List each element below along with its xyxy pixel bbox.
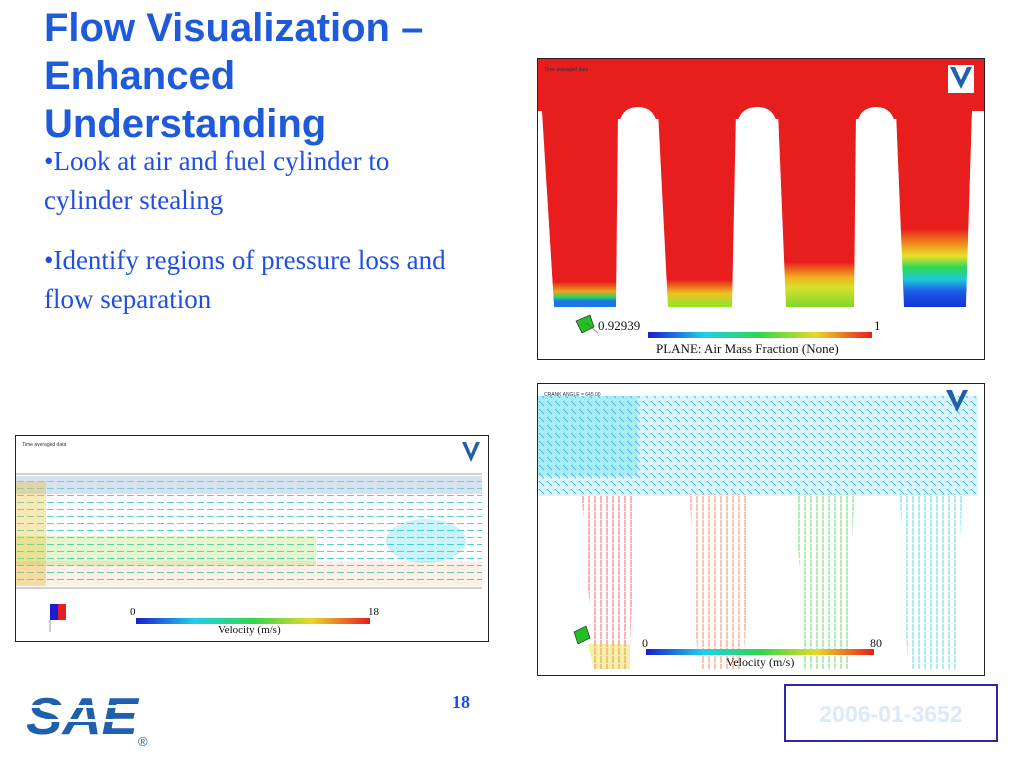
vector-logo [462, 442, 480, 462]
colorbar [136, 618, 370, 624]
colorbar-min-label: 0 [642, 636, 648, 650]
runner-4 [900, 494, 962, 669]
bullet-list: •Look at air and fuel cylinder to cylind… [44, 142, 464, 340]
vector-logo [946, 390, 968, 412]
colorbar-min-label: 0.92939 [598, 318, 641, 333]
bullet-item: •Identify regions of pressure loss and f… [44, 245, 446, 314]
axis-triad-icon [49, 604, 66, 632]
colorbar-title: PLANE: Air Mass Fraction (None) [656, 341, 839, 356]
colorbar-max-label: 1 [874, 318, 881, 333]
runner-2 [658, 111, 736, 307]
page-number: 18 [452, 692, 470, 712]
slide-title: Flow Visualization – Enhanced Understand… [44, 6, 424, 146]
bullet-item: •Look at air and fuel cylinder to cylind… [44, 146, 390, 215]
colorbar-title: Velocity (m/s) [726, 655, 795, 669]
runner-1 [542, 111, 618, 307]
colorbar [648, 332, 872, 338]
colorbar-max-label: 80 [870, 636, 882, 650]
runner-3 [778, 111, 856, 307]
figure-caption-small: Time averaged data [22, 442, 67, 448]
axis-triad-icon [575, 314, 599, 334]
sae-logo: SAE ® [26, 688, 156, 755]
runner-2 [690, 494, 750, 669]
vector-logo [948, 65, 974, 93]
colorbar-max-label: 18 [368, 606, 379, 618]
velocity-vector-figure-left: Time averaged data 0 18 Velocity (m/s) [15, 435, 489, 642]
runner-4 [896, 111, 972, 307]
velocity-vector-plot-left [16, 442, 482, 632]
axis-triad-icon [573, 625, 591, 645]
colorbar-title: Velocity (m/s) [218, 624, 281, 636]
colorbar-min-label: 0 [130, 606, 136, 618]
air-mass-contour-plot [538, 59, 984, 359]
registered-mark: ® [138, 734, 148, 749]
air-mass-fraction-figure: Time averaged data 0.92939 1 PLANE: Air … [537, 58, 985, 360]
velocity-vector-figure-right: CRANK ANGLE = 645.00 0 80 Velocity (m/s) [537, 383, 985, 676]
runner-3 [796, 494, 854, 669]
velocity-vector-plot-right [538, 390, 978, 669]
figure-caption-small: Time averaged data [544, 67, 589, 73]
sae-logo-mark: SAE ® [26, 688, 148, 749]
paper-id-box: 2006-01-3652 [784, 684, 998, 742]
sae-logo-text: SAE [26, 688, 139, 746]
figure-caption-small: CRANK ANGLE = 645.00 [544, 392, 601, 398]
colorbar [646, 649, 874, 655]
runner-1 [582, 496, 634, 669]
